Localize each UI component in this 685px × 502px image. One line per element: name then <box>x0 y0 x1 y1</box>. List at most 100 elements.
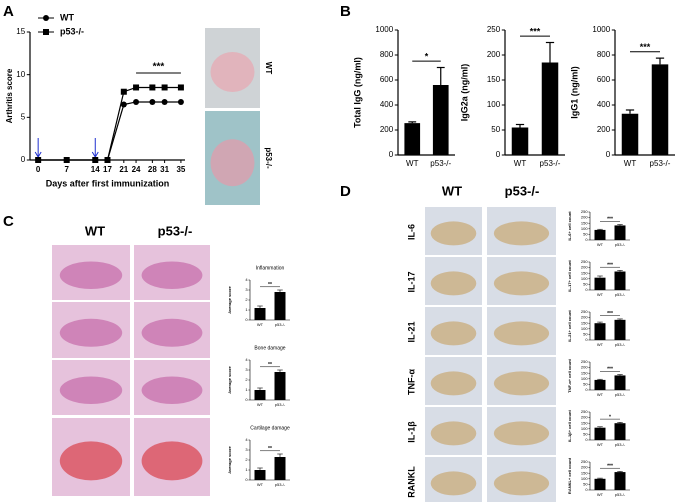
y-tick-label: 200 <box>597 125 611 134</box>
y-tick-label: 0 <box>585 437 588 442</box>
y-tick-label: 50 <box>583 331 588 336</box>
tissue <box>430 271 477 296</box>
marker <box>149 84 156 91</box>
bar <box>651 64 669 155</box>
tissue <box>430 371 477 396</box>
x-tick-label: 17 <box>103 165 112 174</box>
bar <box>541 62 559 155</box>
annotation: * <box>609 414 611 420</box>
tissue <box>493 371 550 396</box>
annotation: *** <box>607 311 613 317</box>
annotation: *** <box>530 26 541 36</box>
x-tick-label: WT <box>597 492 604 497</box>
annotation: ** <box>268 362 272 368</box>
x-tick-label: p53-/- <box>615 242 626 247</box>
y-tick-label: 5 <box>21 112 26 121</box>
y-axis-label: TNF-α+ cell count <box>567 358 572 392</box>
chart-title: Inflammation <box>256 265 285 271</box>
marker <box>133 98 140 105</box>
x-tick-label: WT <box>257 322 264 327</box>
bar <box>614 472 626 490</box>
tissue <box>493 471 550 496</box>
tissue <box>430 471 477 496</box>
y-tick-label: 3 <box>245 367 248 372</box>
x-tick-label: 35 <box>176 165 185 174</box>
x-tick-label: p53-/- <box>615 392 626 397</box>
x-tick-label: p53-/- <box>650 159 671 168</box>
marker <box>177 84 184 91</box>
x-tick-label: p53-/- <box>615 342 626 347</box>
x-axis-label: Days after first immunization <box>46 178 170 188</box>
y-tick-label: 0 <box>585 387 588 392</box>
annotation: *** <box>153 62 165 73</box>
y-axis-label: IL-21+ cell count <box>567 310 572 342</box>
bar <box>614 271 626 290</box>
x-tick-label: p53-/- <box>615 442 626 447</box>
y-tick-label: 250 <box>487 25 501 34</box>
column-label: WT <box>442 183 462 198</box>
bar <box>594 229 606 240</box>
column-label: p53-/- <box>158 223 193 238</box>
column-label: p53-/- <box>505 183 540 198</box>
column-label: WT <box>85 223 105 238</box>
y-tick-label: 50 <box>491 125 500 134</box>
row-label: IL-1β <box>406 421 416 443</box>
y-tick-label: 0 <box>585 237 588 242</box>
x-tick-label: WT <box>597 442 604 447</box>
annotation: ** <box>268 446 272 452</box>
marker <box>177 98 184 105</box>
y-tick-label: 800 <box>597 50 611 59</box>
bar <box>594 323 606 340</box>
x-tick-label: WT <box>624 159 637 168</box>
x-tick-label: 21 <box>119 165 128 174</box>
panel-label: C <box>3 213 14 230</box>
marker <box>35 157 42 163</box>
row-label: RANKL <box>406 466 416 498</box>
y-tick-label: 0 <box>245 477 248 482</box>
tissue <box>210 139 255 187</box>
chart-title: Bone damage <box>254 345 285 351</box>
annotation: *** <box>607 263 613 269</box>
y-axis-label: Average score <box>227 446 232 474</box>
y-axis-label: Average score <box>227 286 232 314</box>
x-tick-label: 7 <box>64 165 69 174</box>
panel-label: B <box>340 3 351 20</box>
y-tick-label: 0 <box>496 150 501 159</box>
y-axis-label: Average score <box>227 366 232 394</box>
x-tick-label: 28 <box>148 165 157 174</box>
x-tick-label: 31 <box>160 165 169 174</box>
y-tick-label: 1 <box>245 387 248 392</box>
y-tick-label: 1000 <box>375 25 393 34</box>
image-label: p53-/- <box>264 147 273 169</box>
y-tick-label: 250 <box>581 309 588 314</box>
x-tick-label: 24 <box>132 165 141 174</box>
marker <box>120 88 127 95</box>
x-tick-label: WT <box>257 482 264 487</box>
tissue <box>430 421 477 446</box>
legend-label: p53-/- <box>60 26 84 36</box>
y-axis-label: IgG1 (ng/ml) <box>569 66 579 119</box>
y-tick-label: 50 <box>583 231 588 236</box>
x-tick-label: WT <box>257 402 264 407</box>
tissue <box>59 261 123 289</box>
bar <box>254 308 266 320</box>
y-tick-label: 10 <box>16 70 25 79</box>
y-axis-label: IgG2a (ng/ml) <box>459 64 469 122</box>
y-tick-label: 150 <box>581 470 588 475</box>
bar <box>614 423 626 440</box>
y-tick-label: 1000 <box>592 25 610 34</box>
y-axis-label: Arthritis score <box>5 68 14 123</box>
x-tick-label: WT <box>514 159 527 168</box>
x-tick-label: WT <box>406 159 419 168</box>
bar <box>432 85 449 155</box>
marker <box>104 157 111 163</box>
marker <box>149 98 156 105</box>
y-tick-label: 3 <box>245 287 248 292</box>
y-tick-label: 200 <box>581 215 588 220</box>
y-tick-label: 0 <box>245 317 248 322</box>
tissue <box>141 441 203 481</box>
tissue <box>430 321 477 346</box>
bar <box>274 372 286 400</box>
legend-label: WT <box>60 12 74 22</box>
y-tick-label: 0 <box>389 150 394 159</box>
